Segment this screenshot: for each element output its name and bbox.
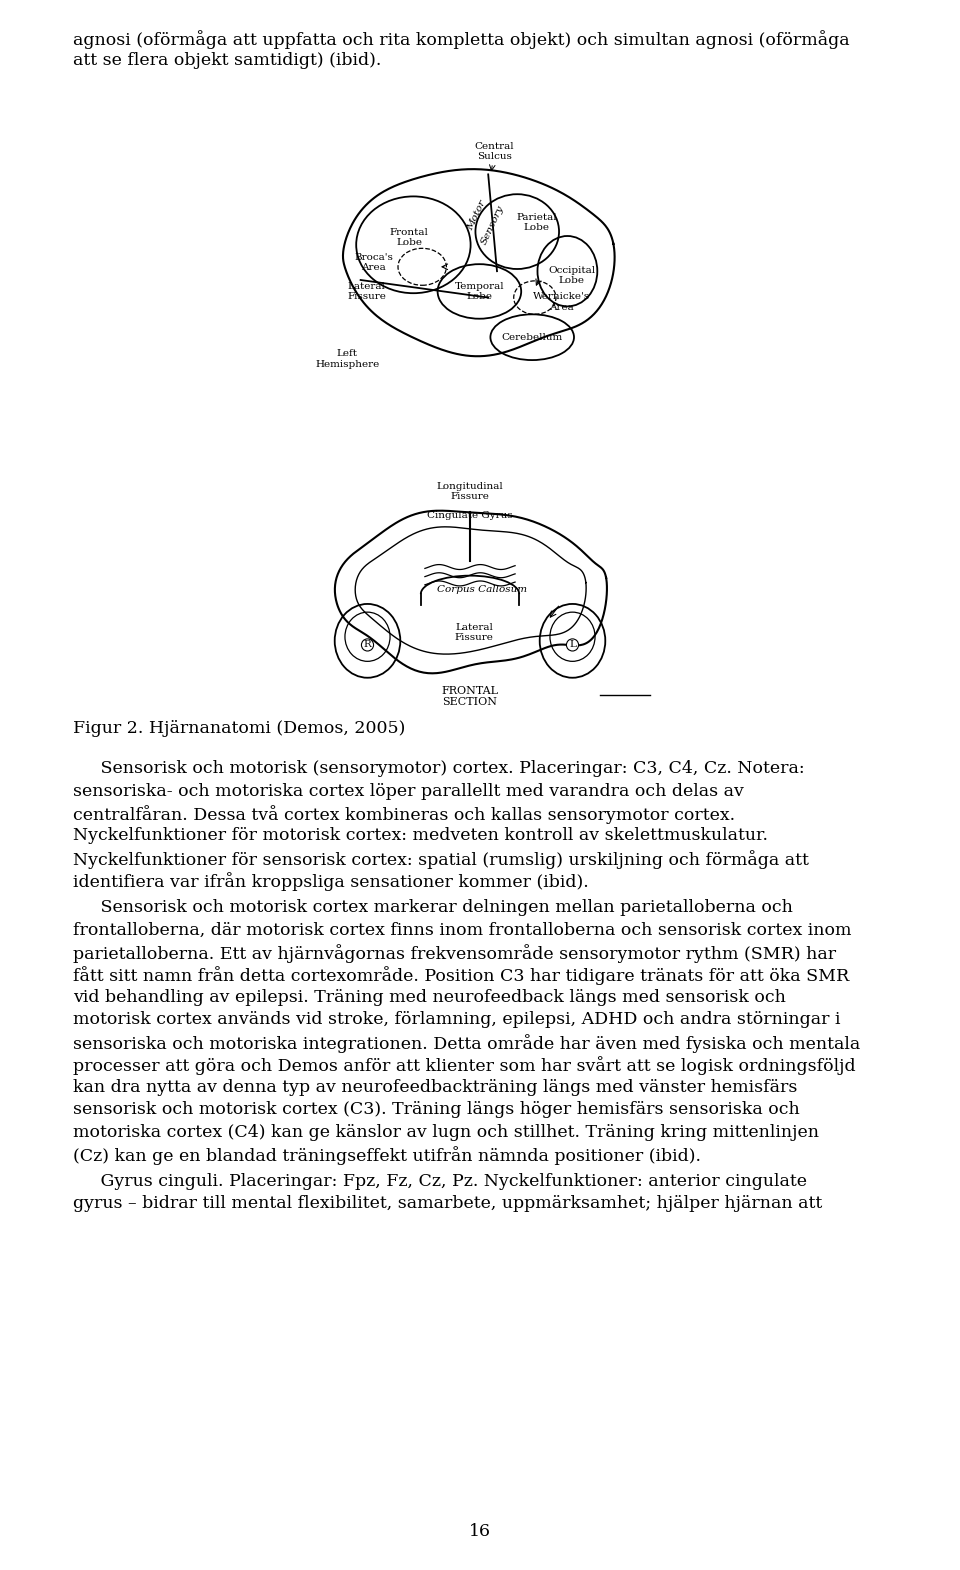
Text: centralfåran. Dessa två cortex kombineras och kallas sensorymotor cortex.: centralfåran. Dessa två cortex kombinera…	[73, 805, 735, 824]
Text: Temporal
Lobe: Temporal Lobe	[455, 281, 504, 301]
Text: sensorisk och motorisk cortex (C3). Träning längs höger hemisfärs sensoriska och: sensorisk och motorisk cortex (C3). Trän…	[73, 1102, 800, 1118]
Text: identifiera var ifrån kroppsliga sensationer kommer (ibid).: identifiera var ifrån kroppsliga sensati…	[73, 873, 588, 892]
Text: frontalloberna, där motorisk cortex finns inom frontalloberna och sensorisk cort: frontalloberna, där motorisk cortex finn…	[73, 922, 852, 939]
Text: Cingulate Gyrus: Cingulate Gyrus	[427, 512, 513, 520]
Text: FRONTAL
SECTION: FRONTAL SECTION	[442, 686, 498, 708]
Text: Broca's
Area: Broca's Area	[354, 253, 394, 272]
Text: Nyckelfunktioner för sensorisk cortex: spatial (rumslig) urskiljning och förmåga: Nyckelfunktioner för sensorisk cortex: s…	[73, 849, 809, 868]
Text: R: R	[364, 641, 372, 650]
Text: Lateral
Fissure: Lateral Fissure	[455, 623, 493, 642]
Text: parietalloberna. Ett av hjärnvågornas frekvensområde sensorymotor rythm (SMR) ha: parietalloberna. Ett av hjärnvågornas fr…	[73, 944, 836, 962]
Text: sensoriska- och motoriska cortex löper parallellt med varandra och delas av: sensoriska- och motoriska cortex löper p…	[73, 782, 744, 799]
Text: vid behandling av epilepsi. Träning med neurofeedback längs med sensorisk och: vid behandling av epilepsi. Träning med …	[73, 989, 786, 1006]
Text: fått sitt namn från detta cortexområde. Position C3 har tidigare tränats för att: fått sitt namn från detta cortexområde. …	[73, 967, 850, 986]
Text: kan dra nytta av denna typ av neurofeedbackträning längs med vänster hemisfärs: kan dra nytta av denna typ av neurofeedb…	[73, 1079, 798, 1096]
Text: Corpus Callosum: Corpus Callosum	[437, 586, 527, 595]
Text: Left
Hemisphere: Left Hemisphere	[315, 350, 379, 369]
Text: att se flera objekt samtidigt) (ibid).: att se flera objekt samtidigt) (ibid).	[73, 52, 381, 69]
Text: 16: 16	[469, 1523, 491, 1540]
Text: Longitudinal
Fissure: Longitudinal Fissure	[437, 482, 503, 501]
Text: gyrus – bidrar till mental flexibilitet, samarbete, uppmärksamhet; hjälper hjärn: gyrus – bidrar till mental flexibilitet,…	[73, 1195, 823, 1212]
Text: Figur 2. Hjärnanatomi (Demos, 2005): Figur 2. Hjärnanatomi (Demos, 2005)	[73, 721, 405, 736]
Text: Nyckelfunktioner för motorisk cortex: medveten kontroll av skelettmuskulatur.: Nyckelfunktioner för motorisk cortex: me…	[73, 827, 768, 845]
Text: Lateral
Fissure: Lateral Fissure	[348, 281, 386, 301]
Text: Central
Sulcus: Central Sulcus	[474, 141, 515, 162]
Text: Sensorisk och motorisk (sensorymotor) cortex. Placeringar: C3, C4, Cz. Notera:: Sensorisk och motorisk (sensorymotor) co…	[73, 760, 804, 777]
Text: motorisk cortex används vid stroke, förlamning, epilepsi, ADHD och andra störnin: motorisk cortex används vid stroke, förl…	[73, 1011, 841, 1028]
Text: Sensory: Sensory	[480, 204, 506, 245]
Text: Wernicke's
Area: Wernicke's Area	[533, 292, 589, 312]
Text: (Cz) kan ge en blandad träningseffekt utifrån nämnda positioner (ibid).: (Cz) kan ge en blandad träningseffekt ut…	[73, 1146, 701, 1165]
Text: L: L	[569, 641, 576, 650]
Text: agnosi (oförmåga att uppfatta och rita kompletta objekt) och simultan agnosi (of: agnosi (oförmåga att uppfatta och rita k…	[73, 30, 850, 49]
Text: Cerebellum: Cerebellum	[501, 333, 563, 342]
Text: processer att göra och Demos anför att klienter som har svårt att se logisk ordn: processer att göra och Demos anför att k…	[73, 1057, 855, 1075]
Text: Frontal
Lobe: Frontal Lobe	[390, 228, 428, 248]
Text: Parietal
Lobe: Parietal Lobe	[516, 214, 557, 232]
Text: Gyrus cinguli. Placeringar: Fpz, Fz, Cz, Pz. Nyckelfunktioner: anterior cingulat: Gyrus cinguli. Placeringar: Fpz, Fz, Cz,…	[73, 1173, 807, 1190]
Text: motoriska cortex (C4) kan ge känslor av lugn och stillhet. Träning kring mittenl: motoriska cortex (C4) kan ge känslor av …	[73, 1124, 819, 1141]
Text: sensoriska och motoriska integrationen. Detta område har även med fysiska och me: sensoriska och motoriska integrationen. …	[73, 1035, 860, 1053]
Text: Motor: Motor	[466, 199, 488, 232]
Text: Occipital
Lobe: Occipital Lobe	[548, 265, 595, 286]
Text: Sensorisk och motorisk cortex markerar delningen mellan parietalloberna och: Sensorisk och motorisk cortex markerar d…	[73, 900, 793, 915]
